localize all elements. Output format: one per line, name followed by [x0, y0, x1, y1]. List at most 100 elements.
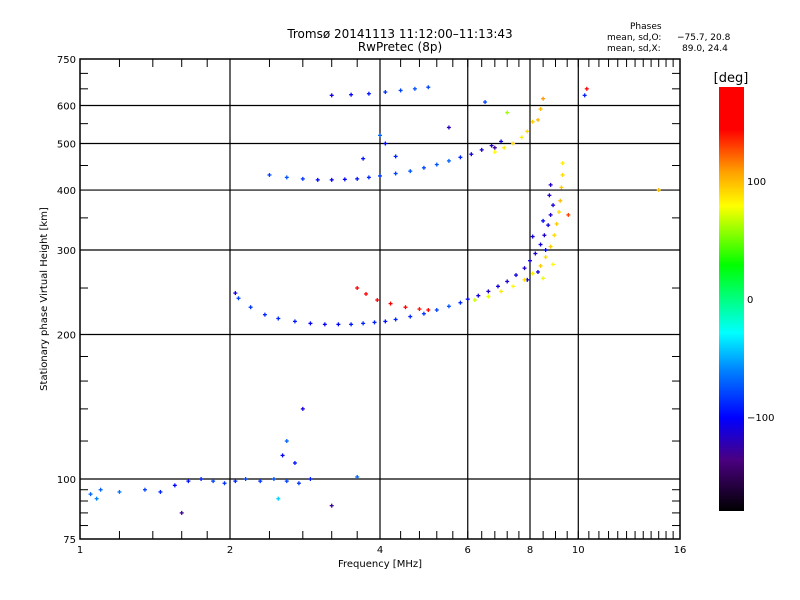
data-point — [361, 156, 366, 161]
colorbar-label: [deg] — [714, 71, 749, 86]
data-point — [551, 262, 556, 267]
data-point — [505, 279, 510, 284]
data-point — [271, 477, 276, 482]
x-tick-label: 16 — [674, 545, 687, 556]
data-point — [538, 107, 543, 112]
data-point — [233, 479, 238, 484]
data-point — [243, 477, 248, 482]
data-point — [222, 481, 227, 486]
data-point — [378, 173, 382, 178]
data-point — [172, 483, 177, 488]
phase-stats-x-values: 89.0, 24.4 — [682, 44, 728, 54]
data-point — [421, 311, 426, 316]
data-point — [558, 198, 563, 203]
y-tick-label: 500 — [57, 140, 76, 151]
data-point — [276, 496, 281, 501]
data-point — [479, 147, 484, 152]
data-point — [542, 233, 547, 238]
data-point — [375, 298, 380, 303]
data-point — [355, 176, 360, 181]
y-tick-label: 200 — [57, 331, 76, 342]
x-tick-labels: 1 2 4 6 8 10 16 — [77, 545, 687, 556]
data-point — [233, 291, 238, 296]
data-point — [530, 234, 535, 239]
data-point — [533, 251, 538, 256]
data-point — [486, 294, 491, 299]
data-point — [296, 481, 301, 486]
data-point — [393, 154, 398, 159]
phase-stats-o-values: −75.7, 20.8 — [677, 33, 731, 43]
data-point — [548, 212, 553, 217]
x-tick-label: 6 — [465, 545, 471, 556]
data-point — [142, 487, 147, 492]
x-tick-label: 4 — [377, 545, 383, 556]
data-point — [412, 86, 417, 91]
data-point — [292, 460, 297, 465]
data-point — [355, 474, 360, 479]
axis-ticks — [80, 59, 680, 539]
data-point — [383, 141, 388, 146]
data-point — [408, 314, 413, 319]
data-point — [557, 210, 562, 215]
data-point — [292, 319, 297, 324]
data-point — [566, 212, 571, 217]
data-point — [393, 171, 398, 176]
data-point — [403, 305, 408, 310]
data-point — [530, 271, 535, 276]
data-point — [98, 487, 103, 492]
y-tick-label: 75 — [63, 535, 76, 546]
data-point — [486, 289, 491, 294]
data-point — [541, 276, 546, 281]
data-point — [656, 188, 661, 193]
data-point — [552, 233, 557, 238]
data-point — [398, 88, 403, 93]
data-point — [511, 284, 516, 289]
data-point — [315, 177, 320, 182]
data-point — [364, 291, 369, 296]
data-point — [267, 172, 272, 177]
colorbar-tick-label: 0 — [747, 295, 753, 306]
data-point — [434, 307, 439, 312]
data-point — [446, 304, 451, 309]
data-point — [530, 119, 535, 124]
data-point — [361, 321, 366, 326]
data-point — [458, 155, 463, 160]
data-point — [280, 453, 285, 458]
data-point — [538, 263, 543, 268]
x-tick-label: 8 — [527, 545, 533, 556]
data-point — [408, 169, 413, 174]
data-point — [538, 242, 543, 247]
data-point — [248, 305, 253, 310]
data-point — [393, 317, 398, 322]
x-axis-label: Frequency [MHz] — [338, 559, 422, 570]
data-point — [465, 297, 470, 302]
data-point — [547, 193, 552, 198]
y-tick-label: 400 — [57, 186, 76, 197]
data-point — [499, 139, 504, 144]
data-point — [469, 152, 474, 157]
data-point — [519, 135, 524, 140]
y-tick-label: 750 — [57, 55, 76, 66]
data-point — [546, 223, 551, 228]
data-point — [499, 289, 504, 294]
data-point — [372, 320, 377, 325]
phase-stats-x-label: mean, sd,X: — [607, 44, 661, 54]
data-points — [88, 85, 661, 515]
data-point — [560, 172, 565, 177]
colorbar — [719, 87, 744, 511]
data-point — [446, 158, 451, 163]
data-point — [548, 182, 553, 187]
data-point — [179, 510, 184, 515]
data-point — [211, 479, 216, 484]
data-point — [342, 177, 347, 182]
data-point — [262, 312, 267, 317]
data-point — [522, 277, 527, 282]
data-point — [199, 477, 204, 482]
data-point — [426, 307, 431, 312]
data-point — [158, 489, 163, 494]
data-point — [284, 175, 289, 180]
data-point — [489, 143, 494, 148]
data-point — [308, 477, 313, 482]
data-point — [554, 221, 559, 226]
data-point — [284, 479, 289, 484]
